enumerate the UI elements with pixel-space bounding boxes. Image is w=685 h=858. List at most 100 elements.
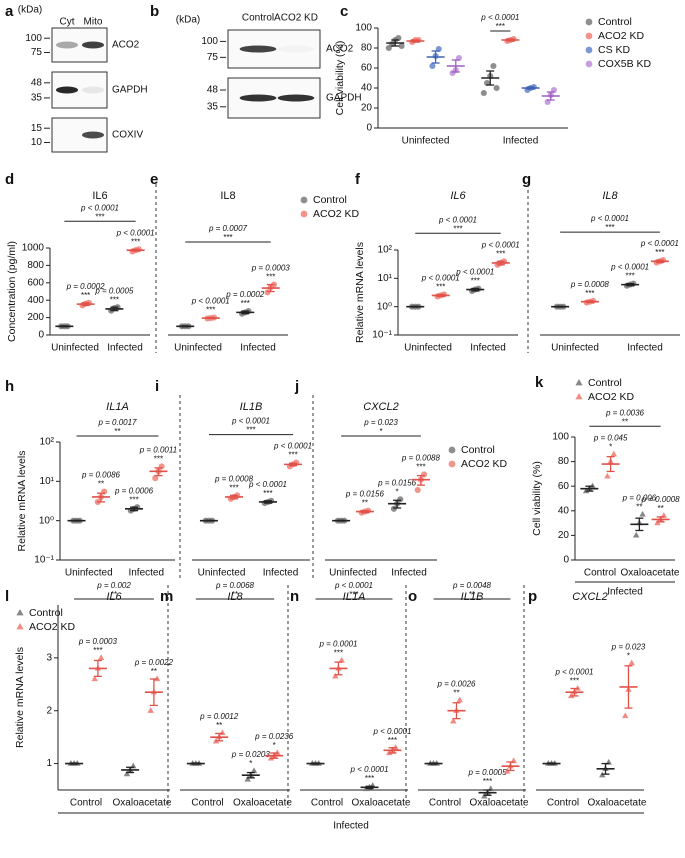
significance-stars: *** (154, 454, 163, 463)
p-value: p = 0.0008 (214, 474, 254, 483)
y-tick-label: 40 (558, 505, 570, 516)
x-tick-label: Uninfected (198, 568, 246, 579)
data-point (493, 84, 500, 92)
data-point (456, 696, 463, 703)
panel-letter: e (150, 171, 158, 188)
panel-letter: f (355, 171, 361, 188)
band (239, 45, 277, 53)
data-point (582, 487, 590, 494)
x-tick-label: Infected (240, 343, 276, 354)
significance-stars: * (396, 487, 399, 496)
p-value: p = 0.0156 (377, 478, 417, 487)
data-point (429, 62, 436, 70)
comparison-p-value: p < 0.0001 (438, 215, 477, 224)
protein-label: ACO2 (326, 44, 354, 55)
p-value: p = 0.0088 (401, 454, 441, 463)
y-tick-label: 10⁻¹ (372, 330, 392, 341)
legend-label: ACO2 KD (461, 458, 508, 470)
significance-stars: *** (334, 649, 343, 658)
significance-stars: *** (625, 272, 634, 281)
p-value: p < 0.0001 (372, 727, 411, 736)
marker-label: 35 (31, 93, 43, 104)
data-point (219, 729, 226, 736)
significance-stars: ** (658, 504, 664, 513)
data-point (450, 717, 457, 724)
x-tick-label: Uninfected (174, 343, 222, 354)
data-point (604, 472, 611, 479)
lane-label: Mito (84, 17, 103, 28)
chart-title: IL1B (240, 401, 263, 413)
protein-label: ACO2 (112, 40, 140, 51)
p-value: p = 0.0086 (81, 471, 121, 480)
y-tick-label: 2 (46, 705, 52, 716)
p-value: p < 0.0001 (421, 274, 460, 283)
legend-marker (300, 210, 308, 218)
p-value: p = 0.0008 (570, 280, 610, 289)
legend-label: Control (598, 16, 632, 28)
chart-title: CXCL2 (363, 401, 398, 413)
p-value: p = 0.023 (611, 642, 646, 651)
p-value: p = 0.0001 (318, 640, 357, 649)
significance-stars: *** (483, 777, 492, 786)
comparison-p-value: p = 0.0007 (208, 224, 248, 233)
y-tick-label: 80 (361, 43, 373, 54)
data-point (589, 482, 596, 489)
significance-stars: *** (570, 677, 579, 686)
significance-stars: *** (241, 299, 250, 308)
y-axis-label: Concentration (pg/ml) (6, 241, 18, 342)
band (56, 41, 78, 49)
data-point (421, 471, 428, 478)
significance-stars: *** (288, 451, 297, 460)
y-tick-label: 10⁻¹ (34, 555, 54, 566)
legend-marker (448, 460, 456, 468)
comparison-stars: ** (114, 427, 120, 436)
comparison-stars: *** (605, 223, 614, 232)
legend-marker (575, 393, 583, 400)
y-tick-label: 80 (558, 456, 570, 467)
marker-label: 35 (207, 101, 219, 112)
panel-letter: n (290, 588, 299, 605)
y-axis-label: Cell viability (%) (334, 41, 346, 116)
chart-title: IL1B (461, 591, 484, 603)
band (277, 94, 315, 102)
comparison-p-value: p = 0.0017 (97, 418, 137, 427)
y-tick-label: 40 (361, 83, 373, 94)
significance-stars: *** (436, 283, 445, 292)
data-point (639, 510, 646, 517)
y-tick-label: 200 (27, 312, 44, 323)
y-axis-label: Relative mRNA levels (16, 451, 28, 552)
legend-label: Control (29, 607, 63, 619)
comparison-stars: ** (232, 590, 238, 599)
data-point (332, 672, 339, 679)
y-tick-label: 10¹ (40, 476, 55, 487)
significance-stars: * (273, 741, 276, 750)
y-tick-label: 800 (27, 260, 44, 271)
lane-label: Control (242, 13, 274, 24)
p-value: p < 0.0001 (248, 480, 287, 489)
comparison-p-value: p = 0.0068 (215, 581, 255, 590)
y-tick-label: 10¹ (378, 273, 393, 284)
x-tick-label: Oxaloacetate (233, 798, 292, 809)
p-value: p < 0.0001 (116, 228, 155, 237)
band (82, 86, 104, 94)
band (278, 46, 315, 53)
p-value: p = 0.0003 (251, 264, 291, 273)
comparison-p-value: p = 0.002 (96, 581, 131, 590)
data-point (123, 770, 131, 777)
legend-marker (575, 379, 583, 386)
data-point (398, 42, 405, 50)
y-tick-label: 10² (378, 245, 393, 256)
legend-marker (585, 32, 593, 40)
comparison-p-value: p < 0.0001 (80, 203, 119, 212)
legend-marker (585, 60, 593, 68)
y-axis-label: Cell viability (%) (531, 461, 543, 536)
unit-label: (kDa) (176, 15, 200, 26)
lane-label: ACO2 KD (274, 13, 318, 24)
p-value: p = 0.0236 (254, 732, 294, 741)
band (239, 94, 277, 102)
x-tick-label: Infected (503, 136, 539, 147)
marker-label: 48 (31, 77, 43, 88)
data-point (244, 775, 251, 782)
significance-stars: *** (129, 495, 138, 504)
comparison-p-value: p < 0.0001 (231, 417, 270, 426)
